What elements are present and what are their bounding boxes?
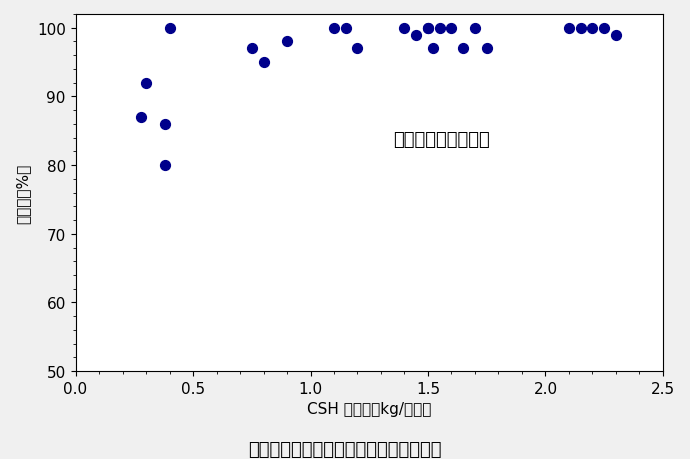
Point — [399, 25, 410, 32]
Point — [340, 25, 351, 32]
Point — [411, 32, 422, 39]
Point — [564, 25, 575, 32]
Point — [141, 80, 152, 87]
Point — [427, 45, 438, 53]
Point — [481, 45, 492, 53]
Point — [282, 39, 293, 46]
Point — [352, 45, 363, 53]
Point — [258, 59, 269, 67]
Point — [246, 45, 257, 53]
Text: リン酸態リン除去率: リン酸態リン除去率 — [393, 131, 489, 149]
Point — [328, 25, 339, 32]
Point — [599, 25, 610, 32]
Point — [575, 25, 586, 32]
Point — [422, 25, 433, 32]
Point — [159, 121, 170, 128]
Y-axis label: 除去率（%）: 除去率（%） — [15, 163, 30, 223]
Text: 図３．資材の添加率とリン除去率の関係: 図３．資材の添加率とリン除去率の関係 — [248, 441, 442, 459]
Point — [136, 114, 147, 122]
Point — [457, 45, 469, 53]
Point — [587, 25, 598, 32]
Point — [159, 162, 170, 169]
Point — [164, 25, 175, 32]
Point — [446, 25, 457, 32]
Point — [422, 25, 433, 32]
Point — [434, 25, 445, 32]
Point — [611, 32, 622, 39]
Point — [469, 25, 480, 32]
X-axis label: CSH 添加率（kg/トン）: CSH 添加率（kg/トン） — [307, 402, 431, 416]
